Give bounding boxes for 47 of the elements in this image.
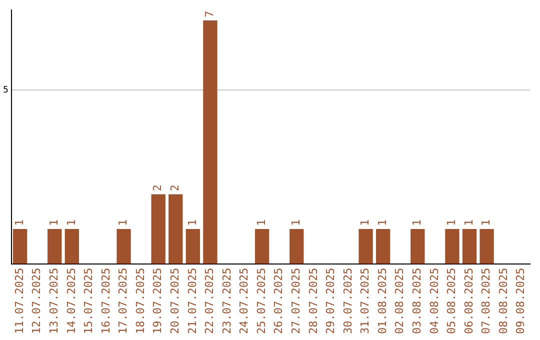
x-tick-label: 14.07.2025 (64, 268, 78, 334)
x-tick-label: 01.08.2025 (376, 268, 389, 334)
data-label: 1 (376, 219, 389, 226)
x-tick-label: 19.07.2025 (151, 268, 164, 334)
data-label: 1 (480, 219, 493, 226)
x-tick-label: 29.07.2025 (324, 268, 338, 334)
x-tick-label: 04.08.2025 (428, 268, 441, 334)
x-tick-label: 08.08.2025 (496, 268, 510, 334)
x-tick-label: 21.07.2025 (186, 268, 199, 334)
x-tick-label: 09.08.2025 (514, 268, 528, 334)
data-label: 1 (12, 219, 26, 226)
x-tick-label: 11.07.2025 (12, 268, 26, 334)
x-tick-label: 13.07.2025 (47, 268, 60, 334)
data-label: 1 (358, 219, 372, 226)
x-tick-label: 18.07.2025 (134, 268, 147, 334)
x-tick-label: 12.07.2025 (30, 268, 44, 334)
data-label: 1 (290, 219, 302, 226)
data-label: 2 (168, 184, 182, 192)
data-label: 1 (186, 219, 199, 226)
x-tick-label: 06.08.2025 (462, 268, 476, 334)
x-tick-label: 07.08.2025 (480, 268, 493, 334)
data-label: 2 (151, 184, 164, 192)
x-tick-label: 25.07.2025 (254, 268, 268, 334)
data-label: 1 (116, 219, 130, 226)
y-tick-label: 5 (2, 85, 8, 96)
x-tick-label: 28.07.2025 (306, 268, 320, 334)
x-tick-label: 03.08.2025 (410, 268, 424, 334)
x-tick-label: 16.07.2025 (99, 268, 112, 334)
x-tick-label: 23.07.2025 (220, 268, 234, 334)
data-label: 1 (47, 219, 60, 226)
x-tick-label: 17.07.2025 (116, 268, 130, 334)
x-tick-label: 05.08.2025 (445, 268, 458, 334)
x-tick-label: 20.07.2025 (168, 268, 182, 334)
x-tick-label: 26.07.2025 (272, 268, 286, 334)
x-tick-label: 31.07.2025 (358, 268, 372, 334)
data-label: 1 (462, 219, 476, 226)
data-label: 1 (254, 219, 268, 226)
data-label: 1 (445, 219, 458, 226)
x-tick-label: 02.08.2025 (393, 268, 406, 334)
data-label: 1 (410, 219, 424, 226)
data-label: 1 (64, 219, 78, 226)
x-tick-label: 22.07.2025 (203, 268, 216, 334)
data-label: 7 (203, 10, 216, 18)
x-tick-label: 27.07.2025 (290, 268, 302, 334)
x-tick-label: 15.07.2025 (82, 268, 96, 334)
x-tick-label: 24.07.2025 (238, 268, 251, 334)
x-tick-label: 30.07.2025 (341, 268, 354, 334)
